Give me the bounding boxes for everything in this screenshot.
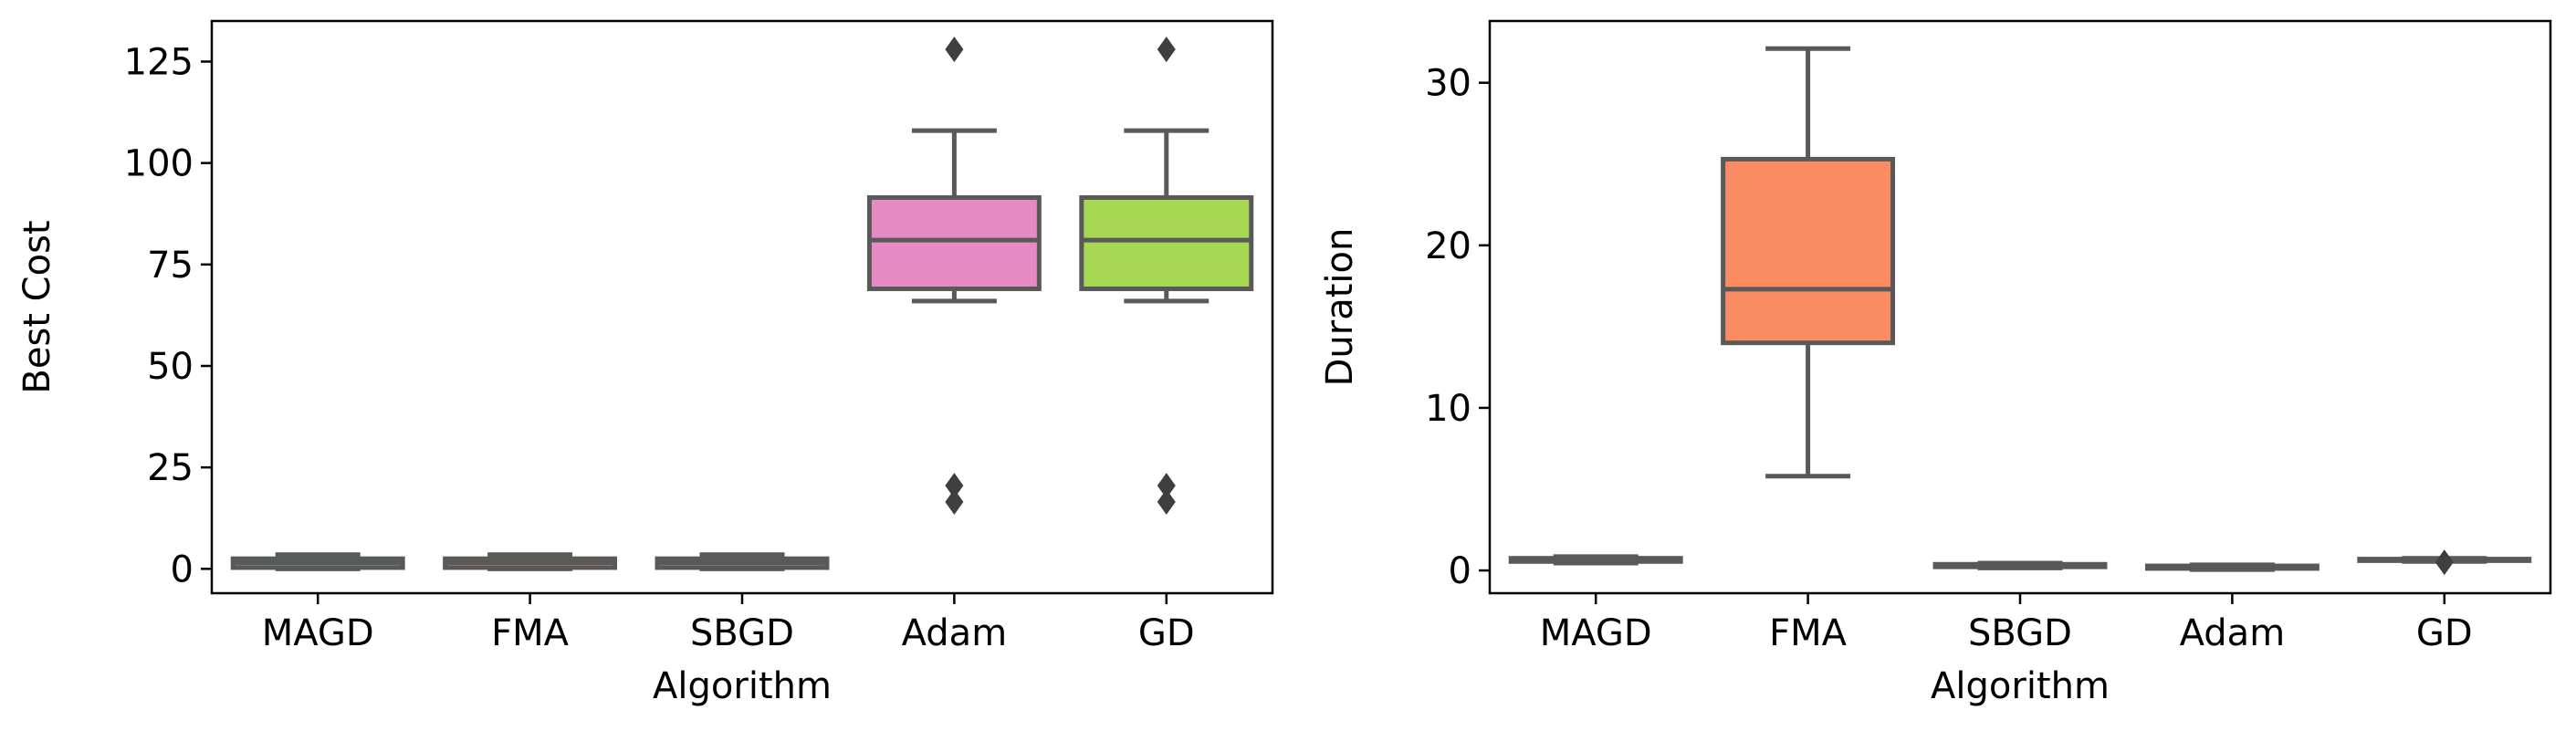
duration-chart: 0 10 20 30 MAGD FMA SBGD Adam GD Algorithm Duratio… [1319,19,2552,707]
y-tick-label: 125 [124,41,194,83]
box-gd [1079,37,1254,515]
y-tick-label: 50 [147,346,194,388]
y-axis-label: Duration [1319,228,1361,387]
best-cost-chart: 0 25 50 75 100 125 MAGD FMA SBGD Adam GD Algorithm B… [16,19,1274,707]
x-tick-label: MAGD [1540,612,1652,654]
y-tick-label: 10 [1425,388,1471,430]
y-tick-label: 20 [1425,225,1471,267]
x-tick-label: SBGD [1968,612,2072,654]
y-tick-label: 100 [124,143,194,185]
x-tick-label: FMA [491,612,570,654]
box-magd [230,552,405,571]
outlier-point [945,488,964,515]
plot-frame [210,19,1274,595]
outlier-point [2435,549,2454,576]
box-adam [2144,562,2319,572]
outlier-point [1157,37,1176,63]
outlier-point [945,473,964,499]
x-tick-label: MAGD [262,612,374,654]
y-tick-label: 25 [147,447,194,489]
box-gd [2357,549,2532,576]
x-tick-label: FMA [1769,612,1848,654]
y-tick-label: 30 [1425,63,1471,105]
x-tick-label: Adam [902,612,1008,654]
box-fma [1721,46,1896,479]
box-magd [1508,554,1683,566]
outlier-point [1157,488,1176,515]
plot-frame [1488,19,2552,595]
box-body [1721,156,1896,346]
box-fma [443,552,618,571]
x-tick-label: GD [2416,612,2473,654]
y-tick-label: 0 [171,548,194,590]
box-adam [866,37,1042,515]
x-tick-label: Adam [2180,612,2286,654]
outlier-point [1157,473,1176,499]
box-body [1079,194,1254,291]
y-tick-label: 75 [147,245,194,287]
x-axis-label: Algorithm [1931,665,2110,707]
x-tick-label: GD [1138,612,1195,654]
box-body [866,194,1042,291]
x-axis-label: Algorithm [653,665,832,707]
y-tick-label: 0 [1449,550,1471,592]
y-axis-label: Best Cost [16,220,58,393]
x-tick-label: SBGD [690,612,794,654]
box-sbgd [654,552,830,571]
box-sbgd [1932,560,2108,570]
outlier-point [945,37,964,63]
